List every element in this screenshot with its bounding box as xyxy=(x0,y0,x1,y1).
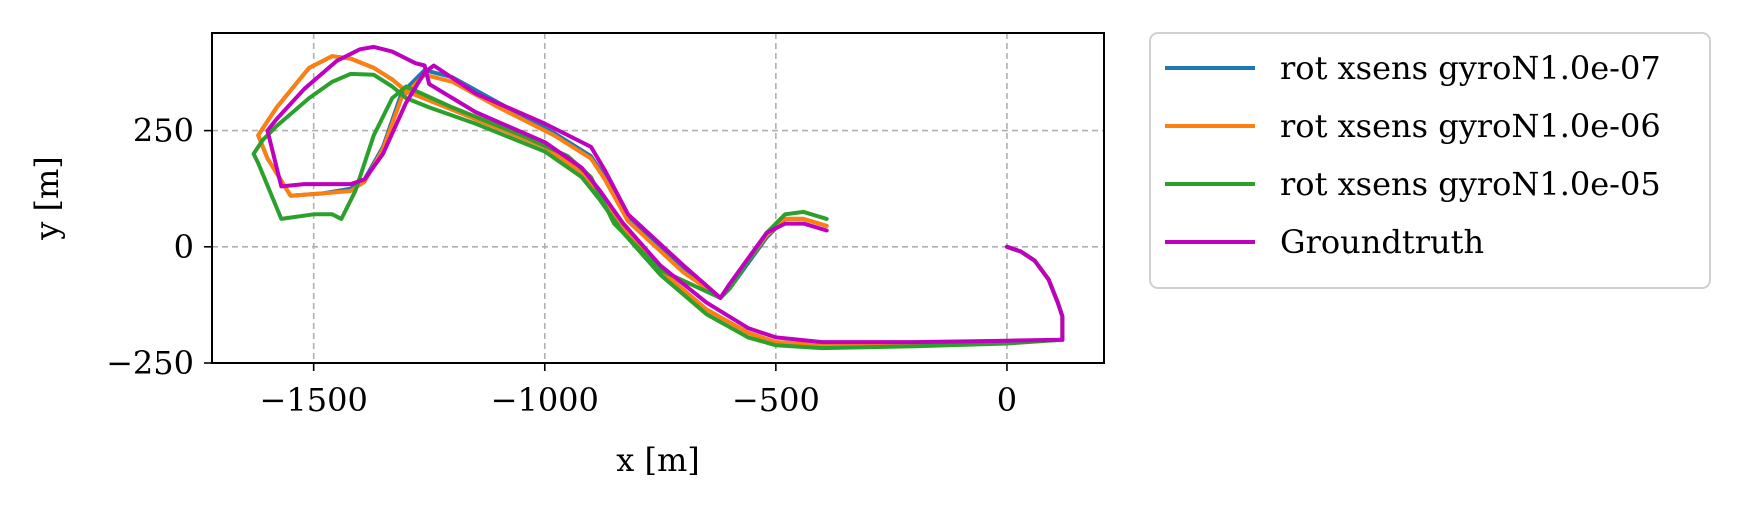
legend: rot xsens gyroN1.0e-07 rot xsens gyroN1.0… xyxy=(1149,32,1711,289)
legend-box xyxy=(1149,32,1711,289)
y-tick-label: 0 xyxy=(174,228,194,266)
legend-label: rot xsens gyroN1.0e-07 xyxy=(1280,49,1661,87)
legend-label: Groundtruth xyxy=(1280,223,1484,261)
legend-label: rot xsens gyroN1.0e-06 xyxy=(1280,107,1661,145)
legend-item: rot xsens gyroN1.0e-06 xyxy=(1165,107,1661,145)
legend-label: rot xsens gyroN1.0e-05 xyxy=(1280,165,1661,203)
series-layer xyxy=(251,44,1065,351)
series-line-1 xyxy=(256,54,1065,348)
series-line-0 xyxy=(256,54,1065,348)
y-axis-label: y [m] xyxy=(28,156,66,241)
grid-lines xyxy=(212,33,1104,364)
x-axis-label: x [m] xyxy=(616,441,700,479)
plot-frame xyxy=(211,32,1105,364)
legend-item: Groundtruth xyxy=(1165,223,1484,261)
x-tick-label: 0 xyxy=(997,381,1017,419)
series-line-3 xyxy=(265,44,1065,345)
axis-ticks: −1500 −1000 −500 0 −250 0 250 xyxy=(106,112,1017,419)
x-tick-label: −1500 xyxy=(260,381,368,419)
series-line-2 xyxy=(251,71,1065,351)
y-tick-label: 250 xyxy=(133,112,194,150)
legend-item: rot xsens gyroN1.0e-05 xyxy=(1165,165,1661,203)
legend-item: rot xsens gyroN1.0e-07 xyxy=(1165,49,1661,87)
x-tick-label: −500 xyxy=(732,381,820,419)
x-tick-label: −1000 xyxy=(491,381,599,419)
y-tick-label: −250 xyxy=(106,344,194,382)
